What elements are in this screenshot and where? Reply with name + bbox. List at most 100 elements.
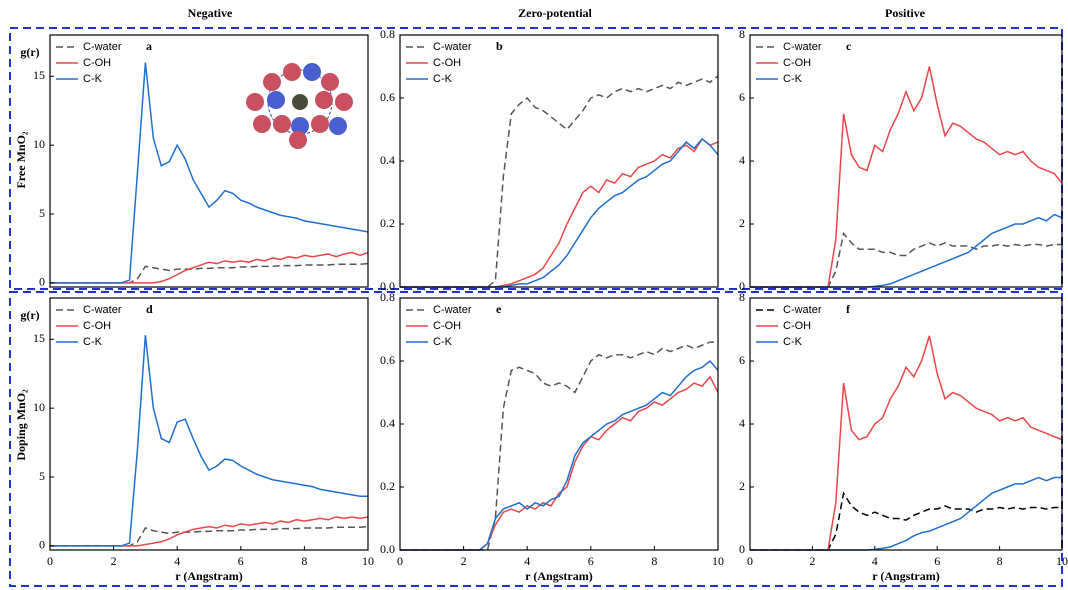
y-tick-label: 0.8 [380,290,395,304]
y-axis-label: g(r) [20,308,39,322]
x-tick-label: 6 [238,554,244,568]
x-tick-label: 4 [174,554,180,568]
legend-label: C-water [783,304,822,316]
panel-label: f [846,302,851,316]
y-tick-label: 0.6 [380,353,395,367]
x-tick-label: 10 [712,554,724,568]
legend-label: C-K [433,73,453,85]
column-title: Positive [885,6,926,20]
legend-label: C-OH [433,320,461,332]
legend-label: C-water [83,304,122,316]
data-line [750,491,1062,551]
y-tick-label: 0 [39,275,45,289]
y-tick-label: 5 [39,469,45,483]
legend-label: C-K [83,73,103,85]
y-tick-label: 0.0 [380,542,395,556]
y-tick-label: 0.2 [380,216,395,230]
x-tick-label: 2 [111,554,117,568]
x-tick-label: 2 [809,554,815,568]
y-tick-label: 5 [39,206,45,220]
data-line [750,335,1063,551]
inset-structure [246,63,353,149]
data-line [750,476,1062,551]
data-line [50,262,369,284]
data-line [750,213,1063,288]
y-tick-label: 4 [739,153,745,167]
plot-frame [49,297,369,551]
y-tick-label: 0 [739,279,745,293]
column-title: Zero-potential [518,6,592,20]
y-tick-label: 8 [739,290,745,304]
y-tick-label: 4 [739,416,745,430]
y-tick-label: 0.2 [380,479,395,493]
data-line [750,231,1062,288]
y-tick-label: 6 [739,353,745,367]
y-tick-label: 15 [33,331,45,345]
column-title: Negative [188,6,233,20]
legend-label: C-K [783,73,803,85]
x-tick-label: 4 [872,554,878,568]
x-axis-label: r (Angstram) [525,569,592,583]
legend-label: C-OH [783,57,811,69]
x-tick-label: 0 [47,554,53,568]
y-tick-label: 8 [739,27,745,41]
legend-label: C-OH [83,57,111,69]
y-axis-label: g(r) [20,45,39,59]
y-tick-label: 10 [33,137,45,151]
plot-frame [49,34,369,288]
y-tick-label: 0.4 [380,416,395,430]
x-tick-label: 0 [397,554,403,568]
x-tick-label: 10 [362,554,374,568]
y-tick-label: 2 [739,479,745,493]
legend-label: C-OH [783,320,811,332]
y-tick-label: 15 [33,68,45,82]
panel-label: b [496,39,503,53]
data-line [400,137,719,288]
legend-label: C-water [83,41,122,53]
row-label: Free MnO₂ [14,131,28,188]
panel-label: a [146,39,152,53]
legend-label: C-K [433,336,453,348]
x-tick-label: 6 [588,554,594,568]
panel-label: e [496,302,502,316]
panel-label: c [846,39,852,53]
data-line [400,375,719,551]
x-tick-label: 8 [301,554,307,568]
x-tick-label: 2 [461,554,467,568]
x-axis-label: r (Angstram) [872,569,939,583]
data-line [400,359,719,551]
row-frame [9,27,1063,290]
x-tick-label: 6 [934,554,940,568]
y-tick-label: 0.4 [380,153,395,167]
legend-label: C-K [83,336,103,348]
y-tick-label: 0.0 [380,279,395,293]
y-tick-label: 0.8 [380,27,395,41]
data-line [50,335,368,547]
legend-label: C-water [783,41,822,53]
y-tick-label: 10 [33,400,45,414]
legend-label: C-K [783,336,803,348]
legend-label: C-water [433,41,472,53]
y-tick-label: 0 [39,538,45,552]
x-tick-label: 8 [997,554,1003,568]
y-tick-label: 0 [739,542,745,556]
row-label: Doping MnO₂ [14,389,28,461]
data-line [750,66,1063,288]
data-line [50,525,369,547]
panel-label: d [146,302,153,316]
data-line [400,341,718,551]
data-line [400,75,719,288]
x-tick-label: 10 [1056,554,1068,568]
y-tick-label: 0.6 [380,90,395,104]
legend-label: C-water [433,304,472,316]
data-line [50,62,369,284]
x-axis-label: r (Angstram) [175,569,242,583]
y-tick-label: 2 [739,216,745,230]
x-tick-label: 8 [651,554,657,568]
y-tick-label: 6 [739,90,745,104]
legend-label: C-OH [83,320,111,332]
x-tick-label: 0 [747,554,753,568]
legend-label: C-OH [433,57,461,69]
